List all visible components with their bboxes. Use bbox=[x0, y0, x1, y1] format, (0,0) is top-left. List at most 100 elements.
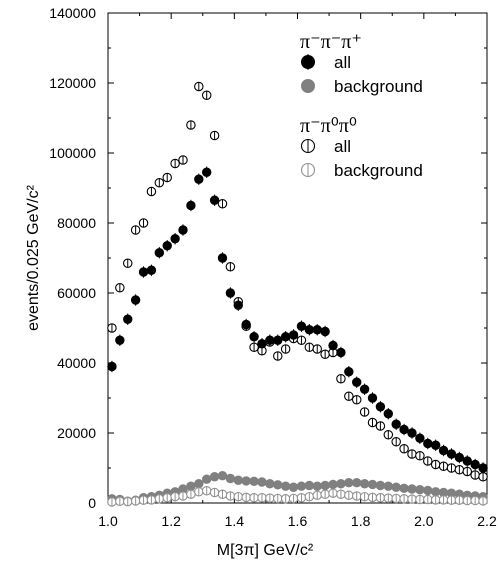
data-point bbox=[265, 493, 275, 503]
x-tick-label: 1.2 bbox=[161, 513, 181, 529]
data-point bbox=[312, 490, 322, 501]
data-point bbox=[336, 373, 346, 384]
data-point bbox=[154, 494, 165, 504]
data-point bbox=[478, 496, 488, 506]
data-point bbox=[273, 334, 283, 346]
data-point bbox=[257, 492, 267, 503]
data-point bbox=[209, 194, 220, 206]
data-point bbox=[344, 490, 354, 501]
data-point bbox=[415, 494, 425, 505]
data-point bbox=[478, 471, 488, 482]
legend-label: all bbox=[334, 53, 351, 72]
data-point bbox=[233, 475, 243, 485]
data-point bbox=[344, 478, 354, 488]
data-point bbox=[423, 456, 433, 466]
data-points bbox=[107, 81, 488, 507]
data-point bbox=[352, 376, 362, 388]
data-point bbox=[178, 155, 188, 165]
data-point bbox=[359, 383, 370, 395]
data-point bbox=[146, 495, 157, 505]
data-point bbox=[201, 485, 212, 496]
data-point bbox=[178, 491, 188, 501]
data-point bbox=[233, 299, 243, 311]
y-axis-title: events/0.025 GeV/c² bbox=[25, 184, 42, 331]
data-point bbox=[170, 233, 180, 245]
y-tick-label: 40000 bbox=[57, 355, 96, 371]
data-point bbox=[423, 485, 433, 496]
data-point bbox=[288, 482, 299, 492]
y-tick-label: 20000 bbox=[57, 425, 96, 441]
data-point bbox=[328, 488, 338, 498]
data-point bbox=[162, 492, 172, 503]
data-point bbox=[454, 464, 465, 475]
data-point bbox=[194, 81, 204, 92]
data-point bbox=[146, 264, 157, 276]
data-point bbox=[217, 489, 228, 499]
data-point bbox=[241, 318, 251, 331]
data-point bbox=[225, 491, 236, 501]
data-point bbox=[399, 423, 409, 436]
data-point bbox=[154, 247, 165, 259]
data-point bbox=[359, 479, 370, 489]
data-point bbox=[470, 470, 480, 480]
data-point bbox=[138, 266, 149, 278]
data-point bbox=[320, 480, 330, 491]
data-point bbox=[462, 455, 472, 467]
data-point bbox=[336, 346, 346, 359]
data-point bbox=[217, 471, 228, 481]
data-point bbox=[257, 338, 267, 350]
data-point bbox=[446, 495, 457, 505]
x-tick-label: 1.6 bbox=[288, 513, 308, 529]
data-point bbox=[194, 479, 204, 489]
data-point bbox=[320, 349, 330, 359]
data-point bbox=[130, 496, 141, 506]
data-point bbox=[107, 323, 117, 333]
data-point bbox=[209, 472, 220, 482]
data-point bbox=[399, 494, 409, 504]
data-point bbox=[399, 443, 409, 454]
data-point bbox=[217, 199, 228, 209]
data-point bbox=[130, 294, 141, 306]
data-point bbox=[383, 481, 394, 491]
data-point bbox=[407, 427, 417, 439]
data-point bbox=[312, 344, 322, 354]
legend-marker bbox=[301, 79, 315, 93]
data-point bbox=[367, 479, 378, 490]
data-point bbox=[249, 476, 259, 486]
legend-group-title: π⁻π⁻π⁺ bbox=[300, 31, 362, 53]
data-point bbox=[320, 325, 330, 338]
data-point bbox=[186, 489, 196, 499]
data-point bbox=[225, 473, 236, 484]
data-point bbox=[241, 476, 251, 486]
data-point bbox=[249, 492, 259, 503]
data-point bbox=[146, 186, 157, 197]
data-point bbox=[273, 351, 283, 361]
data-point bbox=[383, 408, 394, 420]
data-point bbox=[336, 489, 346, 499]
data-point bbox=[296, 481, 307, 491]
data-point bbox=[233, 491, 244, 502]
data-point bbox=[344, 391, 354, 401]
data-point bbox=[304, 480, 315, 491]
data-point bbox=[423, 437, 433, 450]
data-point bbox=[138, 495, 149, 505]
data-point bbox=[154, 178, 165, 188]
data-point bbox=[391, 418, 401, 430]
data-point bbox=[209, 487, 220, 498]
data-point bbox=[162, 172, 172, 183]
data-point bbox=[201, 90, 212, 101]
data-point bbox=[438, 495, 449, 505]
data-point bbox=[170, 491, 180, 502]
data-point bbox=[359, 407, 370, 417]
data-point bbox=[351, 491, 362, 501]
data-point bbox=[407, 494, 417, 504]
data-point bbox=[430, 439, 441, 451]
y-tick-label: 80000 bbox=[57, 215, 96, 231]
data-point bbox=[288, 493, 299, 504]
data-point bbox=[367, 392, 378, 404]
data-point bbox=[186, 481, 196, 491]
data-point bbox=[438, 444, 449, 457]
legend-marker bbox=[300, 138, 316, 154]
data-point bbox=[415, 432, 425, 444]
